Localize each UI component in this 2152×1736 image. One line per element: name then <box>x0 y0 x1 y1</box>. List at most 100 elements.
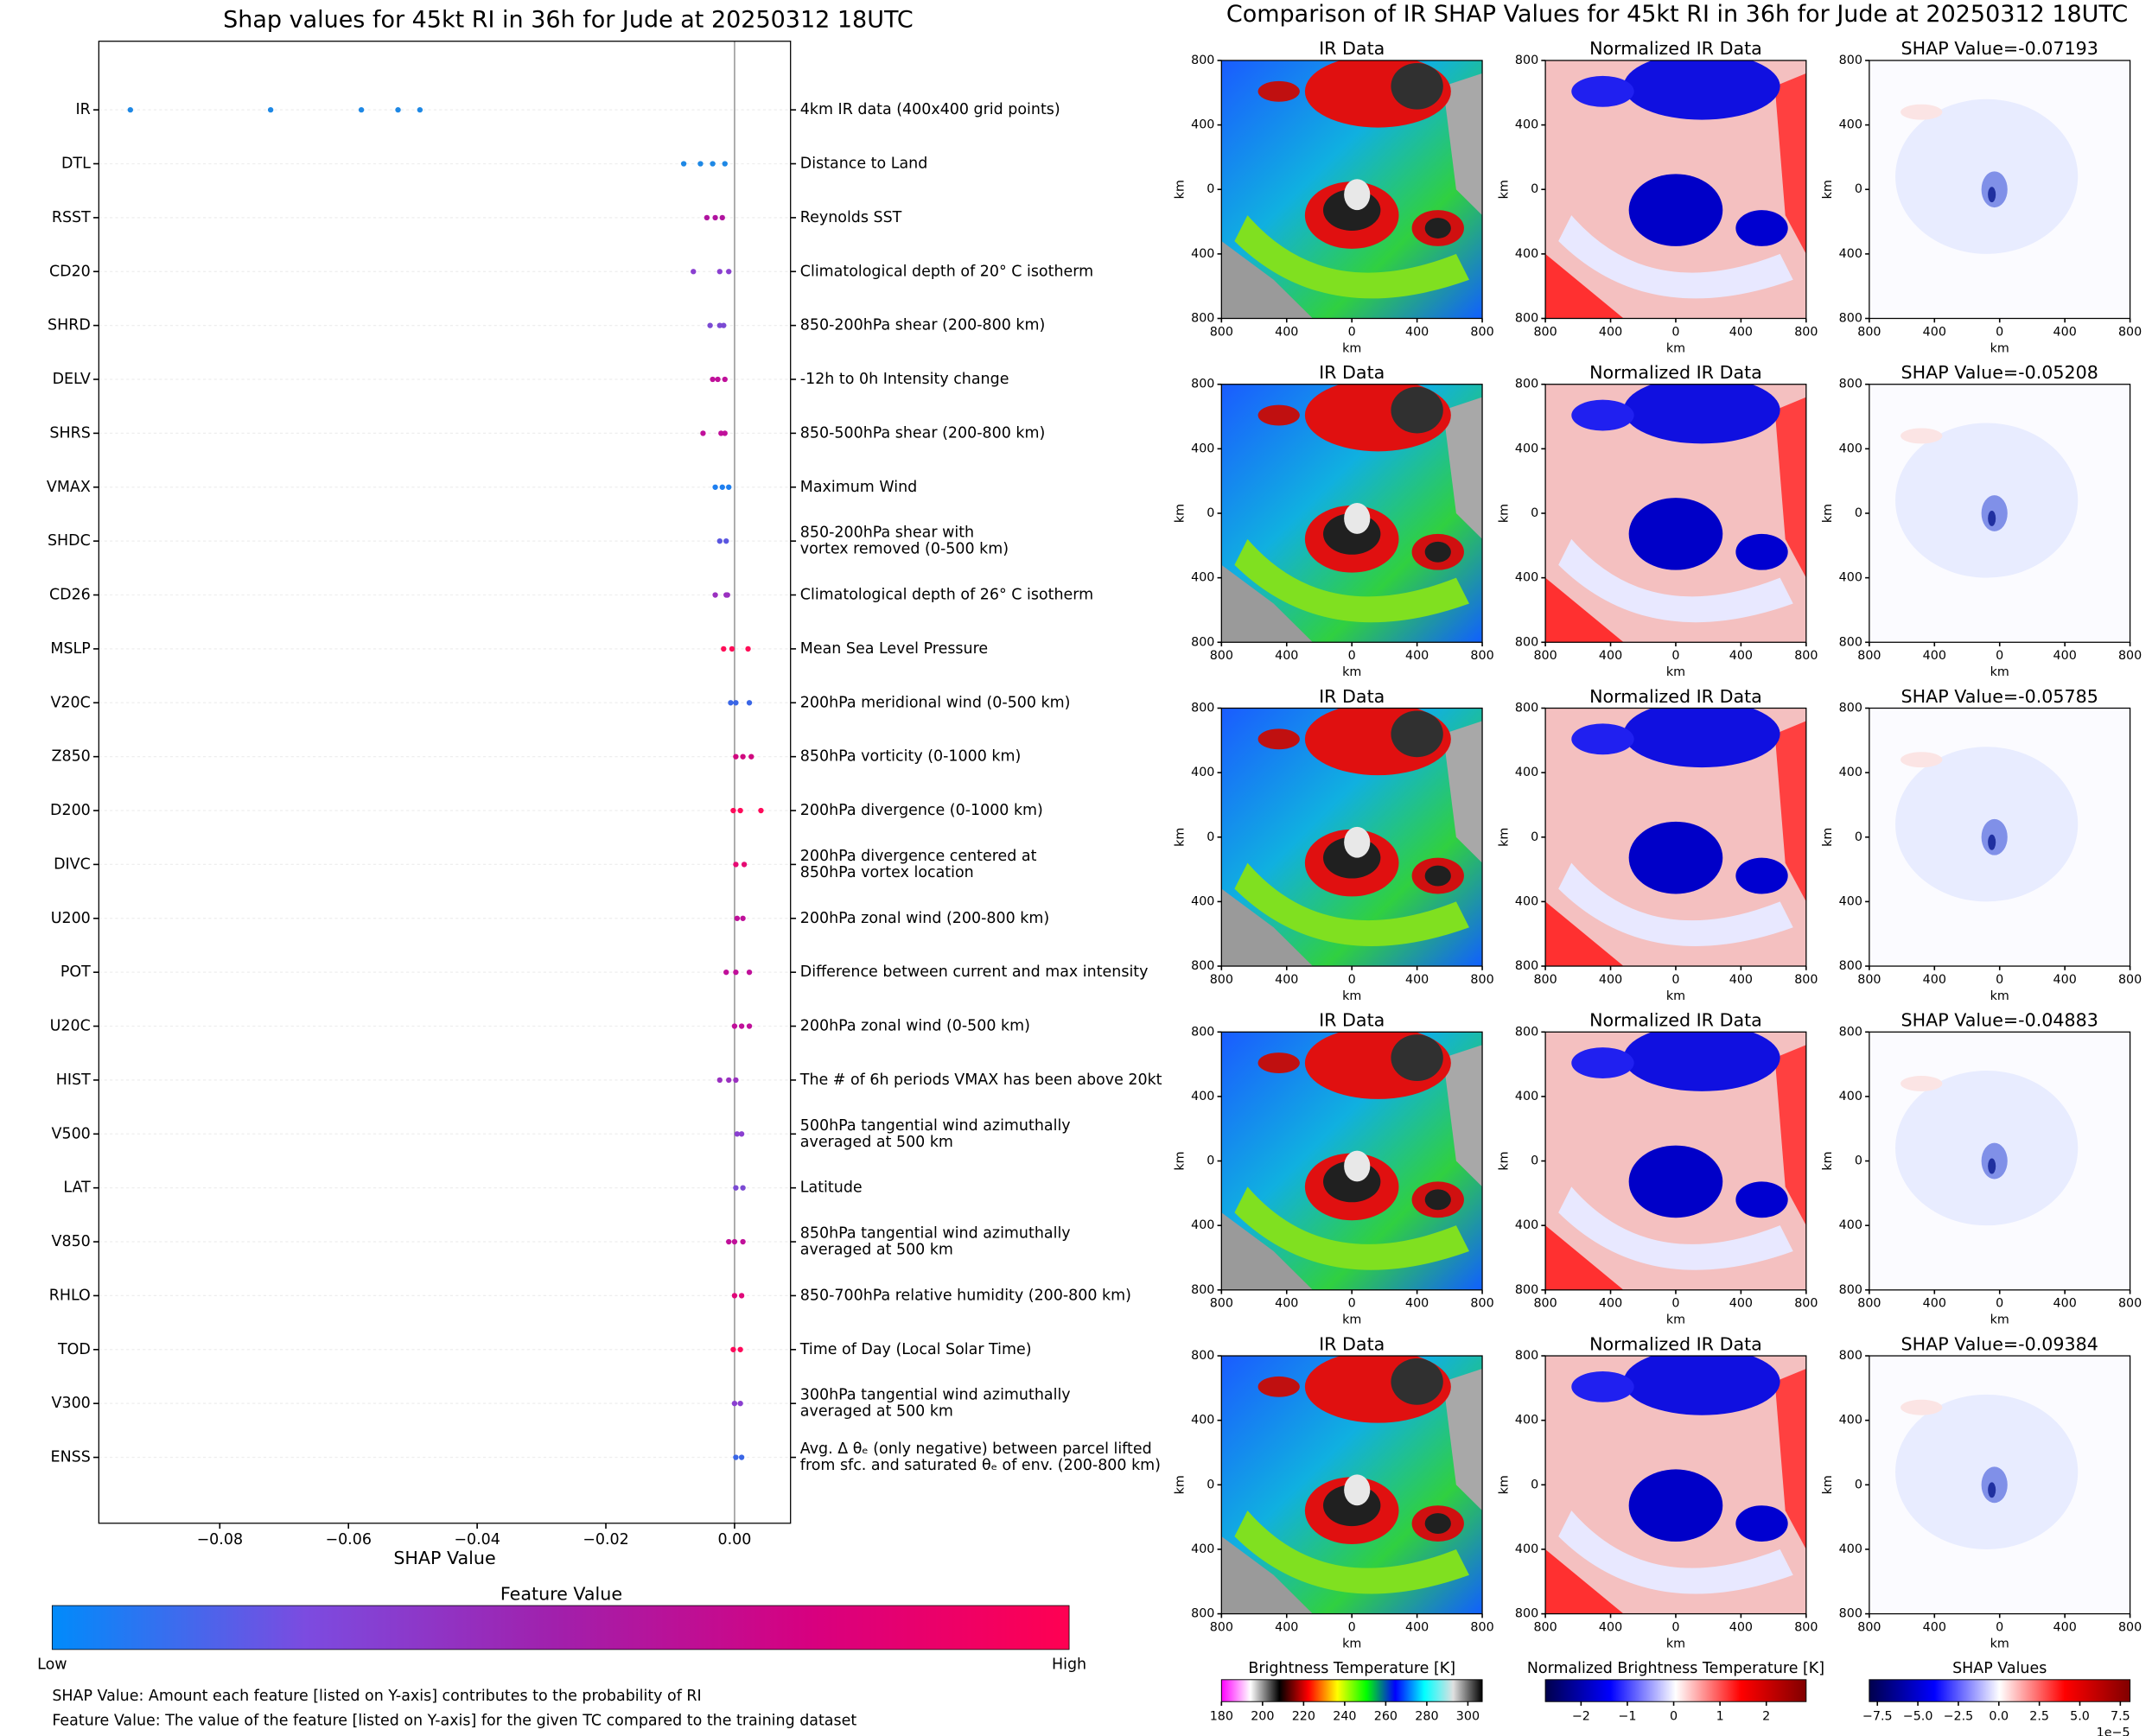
y-tick-label: V500 <box>52 1125 91 1142</box>
colorbar-tick-label: 200 <box>1251 1710 1274 1724</box>
x-tick-label: 400 <box>1923 1297 1946 1311</box>
y-tick-label: 400 <box>1515 247 1538 261</box>
point <box>738 1454 745 1460</box>
y-tick-label: DTL <box>61 156 91 173</box>
y-tick-label: 800 <box>1515 635 1538 649</box>
y-tick-label: 0 <box>1855 830 1862 844</box>
y-tick-label: 400 <box>1839 571 1862 585</box>
point <box>730 1346 736 1352</box>
point <box>745 645 751 652</box>
feature-description: Distance to Land <box>800 156 928 173</box>
y-tick-label: 400 <box>1191 1218 1214 1232</box>
y-tick-label: 800 <box>1191 1349 1214 1363</box>
point <box>740 1185 746 1191</box>
y-tick-label: 400 <box>1515 766 1538 779</box>
y-tick-label: RSST <box>52 209 91 226</box>
chart-title: Shap values for 45kt RI in 36h for Jude … <box>223 6 914 33</box>
y-tick-label: 800 <box>1839 1349 1862 1363</box>
y-tick-label: SHRS <box>49 424 90 442</box>
x-tick-label: 800 <box>1794 325 1818 339</box>
y-tick-label: V20C <box>50 694 90 711</box>
y-tick-label: 400 <box>1191 1542 1214 1556</box>
colorbar <box>51 1605 1070 1650</box>
colorbar-tick-label: −2.5 <box>1944 1710 1974 1724</box>
x-tick-label: −0.08 <box>197 1531 243 1548</box>
point <box>722 376 728 383</box>
y-tick-label: 400 <box>1515 894 1538 908</box>
feature-description: Avg. Δ θₑ (only negative) between parcel… <box>800 1440 1161 1474</box>
y-axis-label: km <box>1497 828 1511 847</box>
panel-title: IR Data <box>1319 1333 1385 1354</box>
point <box>731 1400 738 1407</box>
x-tick-label: 800 <box>1470 973 1493 987</box>
colorbar-tick-label: 240 <box>1333 1710 1356 1724</box>
point <box>417 106 423 113</box>
colorbar-tick-label: −5.0 <box>1903 1710 1933 1724</box>
feature-description: 850hPa vorticity (0-1000 km) <box>800 748 1022 766</box>
y-tick-label: 800 <box>1191 959 1214 973</box>
y-tick-label: 400 <box>1191 1414 1214 1428</box>
y-tick-label: 800 <box>1515 1607 1538 1621</box>
feature-description: Reynolds SST <box>800 209 902 226</box>
y-axis-label: km <box>1821 1475 1835 1494</box>
panel-title: SHAP Value=-0.05208 <box>1901 362 2098 383</box>
feature-description: 300hPa tangential wind azimuthally averag… <box>800 1387 1071 1421</box>
y-tick-label: 0 <box>1207 506 1214 520</box>
y-tick-label: 800 <box>1515 701 1538 715</box>
point <box>716 322 723 328</box>
image-panel <box>1221 60 1483 319</box>
x-tick-label: 0 <box>1996 325 2003 339</box>
colorbar <box>1220 1679 1483 1702</box>
point <box>733 969 739 976</box>
x-tick-label: 400 <box>1275 973 1298 987</box>
panel-title: IR Data <box>1319 362 1385 383</box>
y-tick-label: 0 <box>1207 1154 1214 1168</box>
point <box>716 269 723 275</box>
point <box>746 700 753 706</box>
y-tick-label: 400 <box>1839 1542 1862 1556</box>
feature-description: -12h to 0h Intensity change <box>800 371 1009 388</box>
y-tick-label: RHLO <box>49 1287 91 1304</box>
point <box>712 484 718 490</box>
y-tick-label: 800 <box>1515 1283 1538 1297</box>
image-panel <box>1221 384 1483 643</box>
feature-description: Maximum Wind <box>800 479 917 496</box>
x-tick-label: 0 <box>1671 973 1679 987</box>
colorbar-tick-label: −1 <box>1618 1710 1636 1724</box>
point <box>728 700 734 706</box>
image-panel <box>1545 708 1806 967</box>
y-tick-label: 400 <box>1515 1414 1538 1428</box>
colorbar-tick-label: −2 <box>1572 1710 1590 1724</box>
feature-description: The # of 6h periods VMAX has been above … <box>799 1071 1162 1089</box>
y-tick-label: V850 <box>52 1233 91 1250</box>
y-tick-label: VMAX <box>47 479 91 496</box>
y-tick-label: 400 <box>1191 442 1214 455</box>
image-panel <box>1545 1032 1806 1290</box>
point <box>746 1023 753 1029</box>
panel-title: IR Data <box>1319 1010 1385 1031</box>
x-tick-label: 400 <box>1405 1620 1429 1634</box>
y-tick-label: 800 <box>1191 54 1214 67</box>
y-tick-label: 0 <box>1531 506 1538 520</box>
point <box>726 1077 732 1084</box>
x-tick-label: 400 <box>2053 973 2077 987</box>
point <box>731 1023 738 1029</box>
x-tick-label: 400 <box>1405 325 1429 339</box>
feature-description: 850-700hPa relative humidity (200-800 km… <box>800 1287 1131 1304</box>
feature-description: Time of Day (Local Solar Time) <box>799 1341 1032 1358</box>
y-tick-label: 400 <box>1191 1090 1214 1103</box>
x-tick-label: 800 <box>1794 1620 1818 1634</box>
panel-title: SHAP Value=-0.07193 <box>1901 38 2098 59</box>
point <box>715 376 721 383</box>
x-tick-label: 0.00 <box>717 1531 751 1548</box>
point <box>719 214 725 221</box>
x-tick-label: 800 <box>1794 973 1818 987</box>
y-tick-label: 400 <box>1839 442 1862 455</box>
feature-description: 200hPa zonal wind (0-500 km) <box>800 1018 1030 1035</box>
y-axis-label: km <box>1821 504 1835 523</box>
x-tick-label: 0 <box>1671 1297 1679 1311</box>
y-tick-label: 0 <box>1531 182 1538 196</box>
y-tick-label: 0 <box>1531 830 1538 844</box>
feature-description: 200hPa zonal wind (200-800 km) <box>800 910 1049 927</box>
